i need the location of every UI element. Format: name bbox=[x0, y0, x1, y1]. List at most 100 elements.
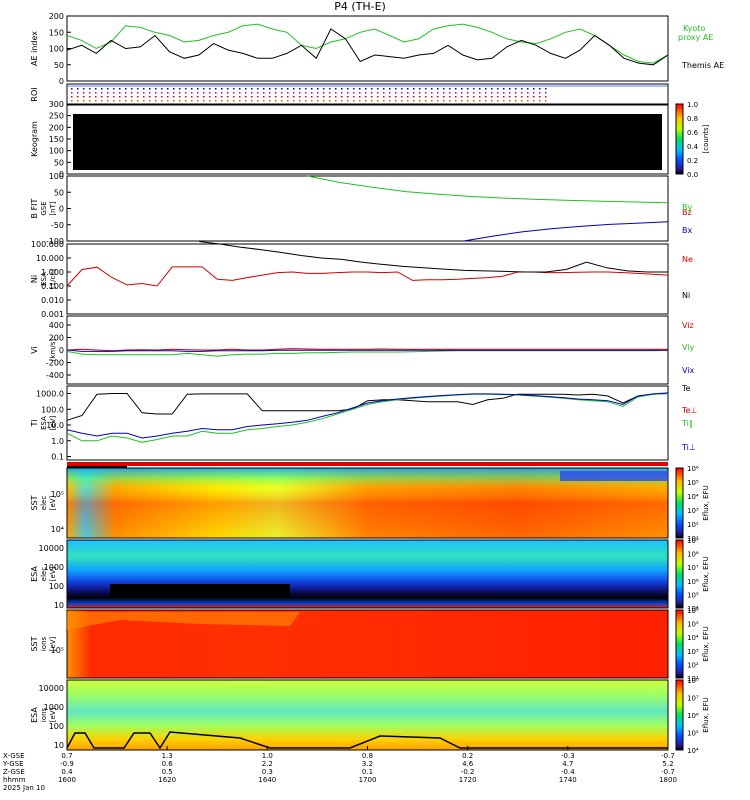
roi-dot bbox=[197, 92, 199, 94]
ae-ytick: 150 bbox=[49, 28, 64, 37]
roi-dot bbox=[185, 92, 187, 94]
roi-dot bbox=[179, 88, 181, 90]
roi-dot bbox=[215, 96, 217, 98]
roi-dot bbox=[515, 96, 517, 98]
roi-dot bbox=[113, 92, 115, 94]
roi-dot bbox=[509, 100, 511, 102]
roi-dot bbox=[281, 100, 283, 102]
roi-dot bbox=[215, 92, 217, 94]
roi-dot bbox=[323, 96, 325, 98]
esa_e-colorbar bbox=[675, 539, 684, 609]
bfield-ytick: 100 bbox=[49, 172, 64, 181]
roi-dot bbox=[425, 100, 427, 102]
roi-dot bbox=[371, 92, 373, 94]
roi-dot bbox=[449, 88, 451, 90]
time-axis-coord: 0.7 bbox=[61, 752, 72, 760]
roi-dot bbox=[251, 100, 253, 102]
velocity-ytick: -400 bbox=[46, 371, 64, 380]
roi-dot bbox=[113, 100, 115, 102]
roi-dot bbox=[539, 96, 541, 98]
esa_e-ylabel: ESA bbox=[30, 566, 39, 582]
roi-dot bbox=[71, 92, 73, 94]
roi-dot bbox=[503, 96, 505, 98]
roi-dot bbox=[479, 92, 481, 94]
time-axis-row-label: 2025 Jan 10 bbox=[3, 784, 45, 792]
roi-dot bbox=[545, 100, 547, 102]
roi-dot bbox=[545, 96, 547, 98]
sst_i-colorbar bbox=[675, 609, 684, 679]
roi-dot bbox=[167, 92, 169, 94]
roi-dot bbox=[221, 88, 223, 90]
roi-dot bbox=[413, 88, 415, 90]
time-axis-coord: -0.9 bbox=[60, 760, 74, 768]
roi-dot bbox=[125, 100, 127, 102]
esa_e-colorbar-tick: 10⁶ bbox=[687, 578, 699, 586]
roi-dot bbox=[371, 96, 373, 98]
roi-dot bbox=[323, 88, 325, 90]
roi-dot bbox=[467, 100, 469, 102]
roi-dot bbox=[401, 100, 403, 102]
roi-dot bbox=[335, 92, 337, 94]
roi-dot bbox=[221, 96, 223, 98]
roi-dot bbox=[185, 88, 187, 90]
roi-dot bbox=[359, 96, 361, 98]
roi-dot bbox=[305, 92, 307, 94]
velocity-ytick: 400 bbox=[49, 321, 64, 330]
roi-dot bbox=[527, 100, 529, 102]
bfield-ytick: -50 bbox=[51, 221, 64, 230]
roi-dot bbox=[77, 96, 79, 98]
roi-dot bbox=[401, 96, 403, 98]
velocity-series-0 bbox=[66, 348, 668, 352]
roi-dot bbox=[233, 92, 235, 94]
roi-dot bbox=[353, 100, 355, 102]
roi-dot bbox=[263, 96, 265, 98]
roi-dot bbox=[299, 100, 301, 102]
density-ytick: 0.100 bbox=[41, 282, 64, 291]
roi-dot bbox=[119, 92, 121, 94]
roi-dot bbox=[245, 88, 247, 90]
keogram-colorbar-tick: 0.6 bbox=[687, 129, 699, 137]
roi-dot bbox=[335, 96, 337, 98]
roi-dot bbox=[125, 92, 127, 94]
roi-dot bbox=[227, 88, 229, 90]
roi-dot bbox=[203, 88, 205, 90]
roi-dot bbox=[167, 100, 169, 102]
time-axis-row-label: X-GSE bbox=[3, 752, 25, 760]
keogram-ytick: 250 bbox=[49, 112, 64, 121]
time-axis-coord: 2.2 bbox=[262, 760, 273, 768]
bfield-ytick: -100 bbox=[46, 237, 64, 246]
temperature-ytick: 10.0 bbox=[46, 421, 64, 430]
temperature-series-3 bbox=[66, 392, 669, 439]
time-axis-coord: 0.2 bbox=[462, 752, 473, 760]
roi-dot bbox=[233, 96, 235, 98]
roi-dot bbox=[527, 92, 529, 94]
esa_i-colorbar-tick: 10⁴ bbox=[687, 747, 699, 755]
roi-dot bbox=[269, 88, 271, 90]
roi-dot bbox=[299, 92, 301, 94]
roi-dot bbox=[521, 88, 523, 90]
esa_i-spectrogram-0 bbox=[67, 680, 668, 750]
roi-dot bbox=[191, 100, 193, 102]
roi-dot bbox=[137, 96, 139, 98]
velocity-unit: [km/s] bbox=[49, 339, 57, 362]
temperature-legend-1: Te⊥ bbox=[681, 406, 697, 415]
sst_e-ylabel: SST bbox=[30, 495, 39, 510]
roi-dot bbox=[107, 96, 109, 98]
roi-dot bbox=[287, 100, 289, 102]
roi-dot bbox=[317, 96, 319, 98]
temperature-ytick: 100.0 bbox=[41, 405, 64, 414]
roi-dot bbox=[287, 96, 289, 98]
roi-dot bbox=[263, 92, 265, 94]
roi-dot bbox=[137, 92, 139, 94]
roi-dot bbox=[179, 92, 181, 94]
roi-dot bbox=[131, 100, 133, 102]
roi-dot bbox=[377, 100, 379, 102]
plot-title: P4 (TH-E) bbox=[334, 0, 386, 13]
roi-dot bbox=[539, 100, 541, 102]
roi-dot bbox=[317, 100, 319, 102]
roi-dot bbox=[407, 100, 409, 102]
time-axis-hhmm: 1600 bbox=[58, 776, 76, 784]
density-series-0 bbox=[66, 266, 669, 287]
roi-dot bbox=[71, 88, 73, 90]
roi-dot bbox=[401, 88, 403, 90]
